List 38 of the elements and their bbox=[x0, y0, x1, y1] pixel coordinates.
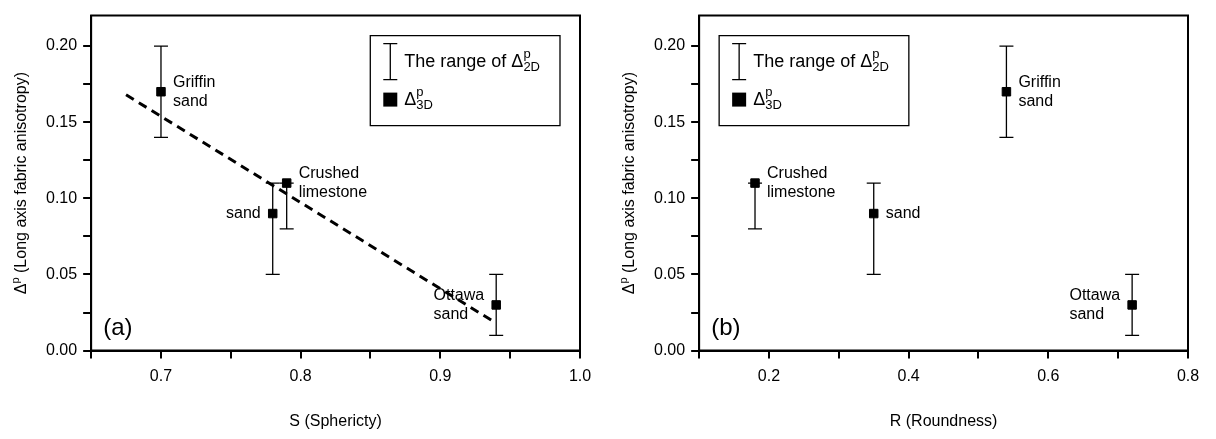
point bbox=[1127, 300, 1137, 310]
x-tick-label: 0.9 bbox=[429, 366, 452, 384]
y-tick-label: 0.00 bbox=[46, 341, 78, 359]
annotation: Crushed limestone bbox=[767, 164, 836, 201]
y-axis-title: Δp (Long axis fabric anisotropy) bbox=[616, 71, 638, 295]
y-tick-label: 0.10 bbox=[654, 188, 686, 206]
annotation: Crushed limestone bbox=[298, 164, 368, 201]
y-tick-label: 0.00 bbox=[654, 341, 686, 359]
y-tick-label: 0.20 bbox=[654, 36, 686, 54]
point bbox=[491, 300, 501, 310]
point bbox=[1001, 86, 1012, 97]
annotation: sand bbox=[226, 203, 261, 221]
annotation: Ottawa sand bbox=[433, 285, 485, 322]
annotation: (a) bbox=[103, 313, 133, 341]
point bbox=[868, 208, 879, 219]
x-axis-title: R (Roundness) bbox=[889, 411, 998, 429]
x-tick-label: 0.6 bbox=[1037, 366, 1060, 384]
x-tick-label: 1.0 bbox=[568, 366, 592, 384]
y-tick-label: 0.15 bbox=[654, 112, 686, 130]
x-tick-label: 0.8 bbox=[289, 366, 312, 384]
y-axis-title: Δp (Long axis fabric anisotropy) bbox=[8, 71, 30, 295]
x-tick-label: 0.7 bbox=[149, 366, 173, 384]
y-tick-label: 0.15 bbox=[46, 112, 78, 130]
annotation: sand bbox=[885, 203, 921, 221]
point bbox=[156, 86, 166, 97]
x-tick-label: 0.4 bbox=[897, 366, 920, 384]
y-tick-label: 0.05 bbox=[654, 264, 686, 282]
y-tick-label: 0.10 bbox=[46, 188, 78, 206]
y-tick-label: 0.20 bbox=[46, 36, 78, 54]
annotation: Ottawa sand bbox=[1069, 285, 1121, 322]
annotation: (b) bbox=[711, 313, 741, 341]
annotation: Griffin sand bbox=[1018, 72, 1061, 109]
annotation: Griffin sand bbox=[172, 72, 216, 109]
point bbox=[267, 208, 278, 219]
x-axis-title: S (Sphericty) bbox=[289, 411, 382, 429]
y-tick-label: 0.05 bbox=[46, 264, 78, 282]
x-tick-label: 0.8 bbox=[1176, 366, 1200, 384]
x-tick-label: 0.2 bbox=[757, 366, 781, 384]
